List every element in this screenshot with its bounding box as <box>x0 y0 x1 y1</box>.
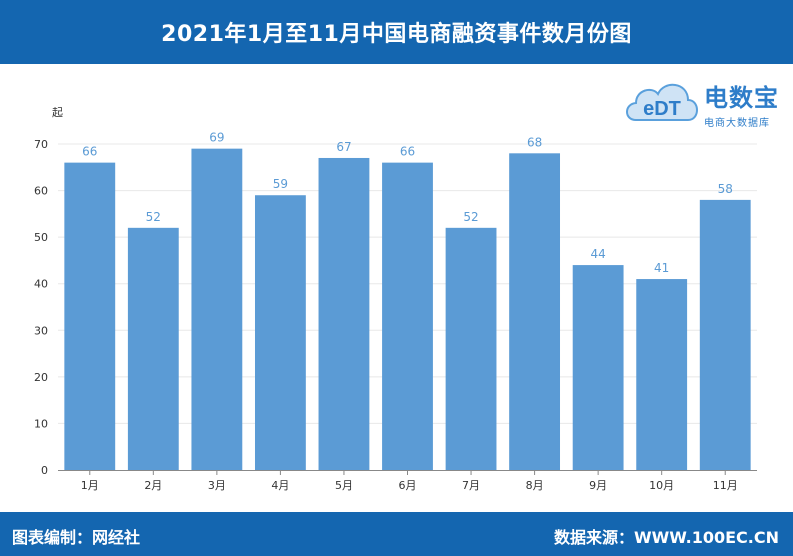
data-label: 59 <box>273 177 288 191</box>
x-tick-label: 4月 <box>271 479 289 492</box>
x-tick-label: 7月 <box>462 479 480 492</box>
cloud-logo-icon: eDT <box>626 84 698 121</box>
data-label: 68 <box>527 135 542 149</box>
x-tick-label: 1月 <box>81 479 99 492</box>
bar <box>445 227 497 470</box>
y-tick-label: 60 <box>34 185 48 198</box>
footer-bar: 图表编制：网经社 数据来源：WWW.100EC.CN <box>0 512 793 556</box>
y-axis-label: 起 <box>52 106 63 119</box>
footer-source: 数据来源：WWW.100EC.CN <box>553 528 779 547</box>
bar <box>318 157 370 470</box>
data-label: 44 <box>590 247 605 261</box>
data-label: 66 <box>400 145 415 159</box>
y-tick-label: 30 <box>34 324 48 337</box>
data-label: 41 <box>654 261 669 275</box>
data-label: 52 <box>463 210 478 224</box>
bar <box>699 199 751 470</box>
chart-title: 2021年1月至11月中国电商融资事件数月份图 <box>161 22 632 47</box>
y-tick-label: 0 <box>41 464 48 477</box>
logo-name: 电数宝 <box>704 84 779 112</box>
y-tick-label: 10 <box>34 417 48 430</box>
data-label: 52 <box>146 210 161 224</box>
x-tick-label: 6月 <box>399 479 417 492</box>
logo-mark-text: eDT <box>643 98 681 120</box>
bar <box>191 148 243 470</box>
data-label: 66 <box>82 145 97 159</box>
x-tick-label: 8月 <box>526 479 544 492</box>
x-tick-label: 9月 <box>589 479 607 492</box>
data-label: 69 <box>209 131 224 145</box>
bar <box>127 227 179 470</box>
bar <box>382 162 433 470</box>
bar-chart: 0 10 20 30 40 50 60 70 起 66 1月 52 2月 69 3月 59 4月 67 5月 66 6月… <box>34 106 757 492</box>
y-tick-label: 40 <box>34 278 48 291</box>
data-label: 58 <box>718 182 733 196</box>
bar <box>254 195 306 470</box>
bar <box>572 265 624 470</box>
y-tick-label: 50 <box>34 231 48 244</box>
brand-logo: eDT 电数宝 电商大数据库 <box>622 70 792 134</box>
x-tick-label: 3月 <box>208 479 226 492</box>
x-tick-label: 11月 <box>713 479 738 492</box>
bar <box>636 279 688 470</box>
x-tick-label: 5月 <box>335 479 353 492</box>
bar <box>64 162 116 470</box>
x-tick-label: 10月 <box>649 479 674 492</box>
chart-title-bar: 2021年1月至11月中国电商融资事件数月份图 <box>0 0 793 64</box>
x-tick-label: 2月 <box>144 479 162 492</box>
footer-credit: 图表编制：网经社 <box>12 528 141 547</box>
bar <box>509 153 561 471</box>
data-label: 67 <box>336 140 351 154</box>
logo-subtitle: 电商大数据库 <box>704 118 770 129</box>
y-tick-label: 70 <box>34 138 48 151</box>
y-tick-label: 20 <box>34 371 48 384</box>
